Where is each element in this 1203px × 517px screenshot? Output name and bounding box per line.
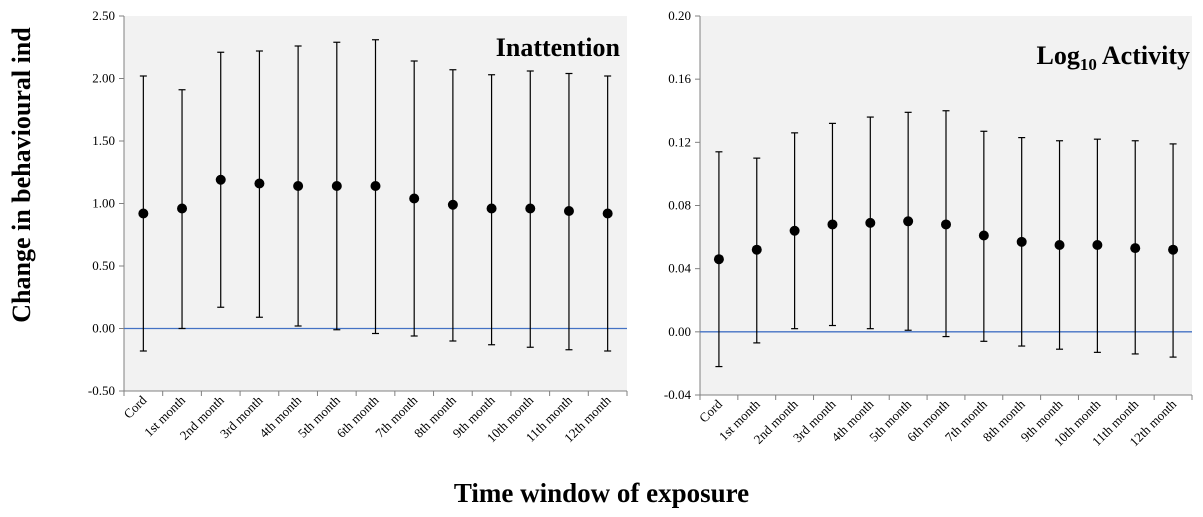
inattention-data-point [602,208,613,219]
inattention-y-tick-label: -0.50 [88,383,115,398]
inattention-data-point [177,203,188,214]
inattention-y-tick-label: 0.00 [92,321,115,336]
inattention-y-tick-label: 2.00 [92,71,115,86]
activity-data-point [789,225,800,236]
activity-data-point [751,244,762,255]
activity-y-tick-label: 0.08 [668,198,691,213]
inattention-data-point [525,203,536,214]
inattention-data-point [215,174,226,185]
activity-title-main: Log [1037,41,1080,70]
inattention-y-tick-label: 0.50 [92,258,115,273]
inattention-data-point [447,199,458,210]
activity-x-tick-label: Cord [696,396,725,425]
activity-data-point [1054,239,1065,250]
inattention-data-point [254,178,265,189]
activity-data-point [941,219,951,230]
inattention-data-point [486,203,497,214]
activity-data-point [1016,236,1027,247]
inattention-y-tick-label: 1.50 [92,133,115,148]
activity-title-tail: Activity [1097,41,1190,70]
activity-data-point [1130,243,1141,254]
activity-data-point [903,216,914,227]
inattention-y-tick-label: 1.00 [92,196,115,211]
activity-data-point [865,217,876,228]
inattention-panel-title: Inattention [496,33,621,62]
activity-data-point [713,254,724,265]
activity-data-point [1168,244,1179,255]
inattention-data-point [138,208,149,219]
inattention-x-tick-label: Cord [120,392,149,421]
activity-y-tick-label: 0.16 [668,71,691,86]
activity-data-point [978,230,989,241]
inattention-data-point [331,181,342,191]
activity-y-tick-label: 0.04 [668,261,691,276]
activity-y-tick-label: 0.00 [668,324,691,339]
activity-data-point [827,219,838,230]
activity-panel-title: Log10 Activity [1037,41,1191,74]
inattention-data-point [370,181,381,191]
activity-data-point [1092,239,1103,250]
activity-y-tick-label: -0.04 [664,387,692,402]
activity-y-tick-label: 0.12 [668,134,691,149]
inattention-data-point [409,193,420,204]
inattention-data-point [563,206,574,216]
inattention-y-tick-label: 2.50 [92,8,115,23]
activity-title-subscript: 10 [1080,55,1097,74]
activity-y-tick-label: 0.20 [668,8,691,23]
x-axis-title: Time window of exposure [453,478,750,508]
inattention-data-point [293,181,304,191]
inattention-title-main: Inattention [496,33,621,62]
